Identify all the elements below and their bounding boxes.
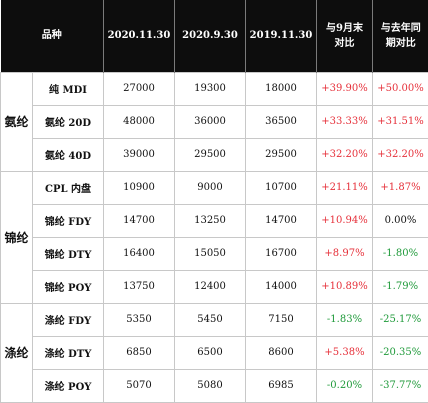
vs-last-year-cell: +31.51% bbox=[373, 105, 428, 138]
vs-september-cell: +33.33% bbox=[317, 105, 373, 138]
group-label: 氨纶 bbox=[1, 72, 33, 171]
vs-last-year-cell: +32.20% bbox=[373, 138, 428, 171]
vs-september-cell: +32.20% bbox=[317, 138, 373, 171]
header-vs-last-year-line1: 与去年同 bbox=[381, 23, 421, 34]
price-2020-11-30-cell: 5070 bbox=[104, 369, 175, 402]
vs-september-cell: -0.20% bbox=[317, 369, 373, 402]
product-cell: 锦纶 POY bbox=[33, 270, 104, 303]
product-cell: 涤纶 DTY bbox=[33, 336, 104, 369]
vs-last-year-cell: 0.00% bbox=[373, 204, 428, 237]
price-2020-9-30-cell: 13250 bbox=[175, 204, 246, 237]
price-2020-11-30-cell: 10900 bbox=[104, 171, 175, 204]
price-2019-11-30-cell: 7150 bbox=[246, 303, 317, 336]
price-2020-9-30-cell: 5450 bbox=[175, 303, 246, 336]
price-2019-11-30-cell: 36500 bbox=[246, 105, 317, 138]
price-2020-9-30-cell: 19300 bbox=[175, 72, 246, 105]
price-2020-11-30-cell: 16400 bbox=[104, 237, 175, 270]
vs-september-cell: +10.94% bbox=[317, 204, 373, 237]
header-date-a: 2020.11.30 bbox=[104, 0, 175, 72]
vs-last-year-cell: -25.17% bbox=[373, 303, 428, 336]
header-row: 品种 2020.11.30 2020.9.30 2019.11.30 与9月末 … bbox=[1, 0, 428, 72]
vs-september-cell: +10.89% bbox=[317, 270, 373, 303]
price-2019-11-30-cell: 16700 bbox=[246, 237, 317, 270]
header-product: 品种 bbox=[1, 0, 104, 72]
vs-last-year-cell: +50.00% bbox=[373, 72, 428, 105]
vs-last-year-cell: -37.77% bbox=[373, 369, 428, 402]
price-2020-11-30-cell: 6850 bbox=[104, 336, 175, 369]
table-header: 品种 2020.11.30 2020.9.30 2019.11.30 与9月末 … bbox=[1, 0, 428, 72]
header-vs-september-line2: 对比 bbox=[335, 38, 355, 49]
product-cell: 纯 MDI bbox=[33, 72, 104, 105]
vs-september-cell: +21.11% bbox=[317, 171, 373, 204]
price-2020-9-30-cell: 6500 bbox=[175, 336, 246, 369]
price-2019-11-30-cell: 10700 bbox=[246, 171, 317, 204]
price-2020-9-30-cell: 12400 bbox=[175, 270, 246, 303]
header-vs-september: 与9月末 对比 bbox=[317, 0, 373, 72]
header-date-b: 2020.9.30 bbox=[175, 0, 246, 72]
product-cell: 锦纶 DTY bbox=[33, 237, 104, 270]
price-2019-11-30-cell: 6985 bbox=[246, 369, 317, 402]
vs-september-cell: +8.97% bbox=[317, 237, 373, 270]
vs-september-cell: +5.38% bbox=[317, 336, 373, 369]
product-cell: 涤纶 POY bbox=[33, 369, 104, 402]
price-2020-11-30-cell: 39000 bbox=[104, 138, 175, 171]
header-vs-last-year: 与去年同 期对比 bbox=[373, 0, 428, 72]
product-cell: CPL 内盘 bbox=[33, 171, 104, 204]
group-label: 涤纶 bbox=[1, 303, 33, 402]
price-2020-11-30-cell: 48000 bbox=[104, 105, 175, 138]
vs-last-year-cell: -20.35% bbox=[373, 336, 428, 369]
price-2020-9-30-cell: 15050 bbox=[175, 237, 246, 270]
header-vs-september-line1: 与9月末 bbox=[326, 23, 363, 34]
price-2020-11-30-cell: 14700 bbox=[104, 204, 175, 237]
vs-last-year-cell: +1.87% bbox=[373, 171, 428, 204]
price-2020-11-30-cell: 5350 bbox=[104, 303, 175, 336]
product-cell: 锦纶 FDY bbox=[33, 204, 104, 237]
vs-september-cell: -1.83% bbox=[317, 303, 373, 336]
price-2020-11-30-cell: 13750 bbox=[104, 270, 175, 303]
price-2019-11-30-cell: 14700 bbox=[246, 204, 317, 237]
price-2020-9-30-cell: 5080 bbox=[175, 369, 246, 402]
price-2019-11-30-cell: 14000 bbox=[246, 270, 317, 303]
vs-last-year-cell: -1.79% bbox=[373, 270, 428, 303]
vs-september-cell: +39.90% bbox=[317, 72, 373, 105]
price-2020-9-30-cell: 29500 bbox=[175, 138, 246, 171]
price-2019-11-30-cell: 29500 bbox=[246, 138, 317, 171]
price-2020-9-30-cell: 9000 bbox=[175, 171, 246, 204]
vs-last-year-cell: -1.80% bbox=[373, 237, 428, 270]
price-2020-9-30-cell: 36000 bbox=[175, 105, 246, 138]
header-vs-last-year-line2: 期对比 bbox=[386, 38, 416, 49]
header-date-c: 2019.11.30 bbox=[246, 0, 317, 72]
price-2020-11-30-cell: 27000 bbox=[104, 72, 175, 105]
price-2019-11-30-cell: 8600 bbox=[246, 336, 317, 369]
price-2019-11-30-cell: 18000 bbox=[246, 72, 317, 105]
product-cell: 氨纶 40D bbox=[33, 138, 104, 171]
product-cell: 涤纶 FDY bbox=[33, 303, 104, 336]
product-cell: 氨纶 20D bbox=[33, 105, 104, 138]
group-label: 锦纶 bbox=[1, 171, 33, 303]
